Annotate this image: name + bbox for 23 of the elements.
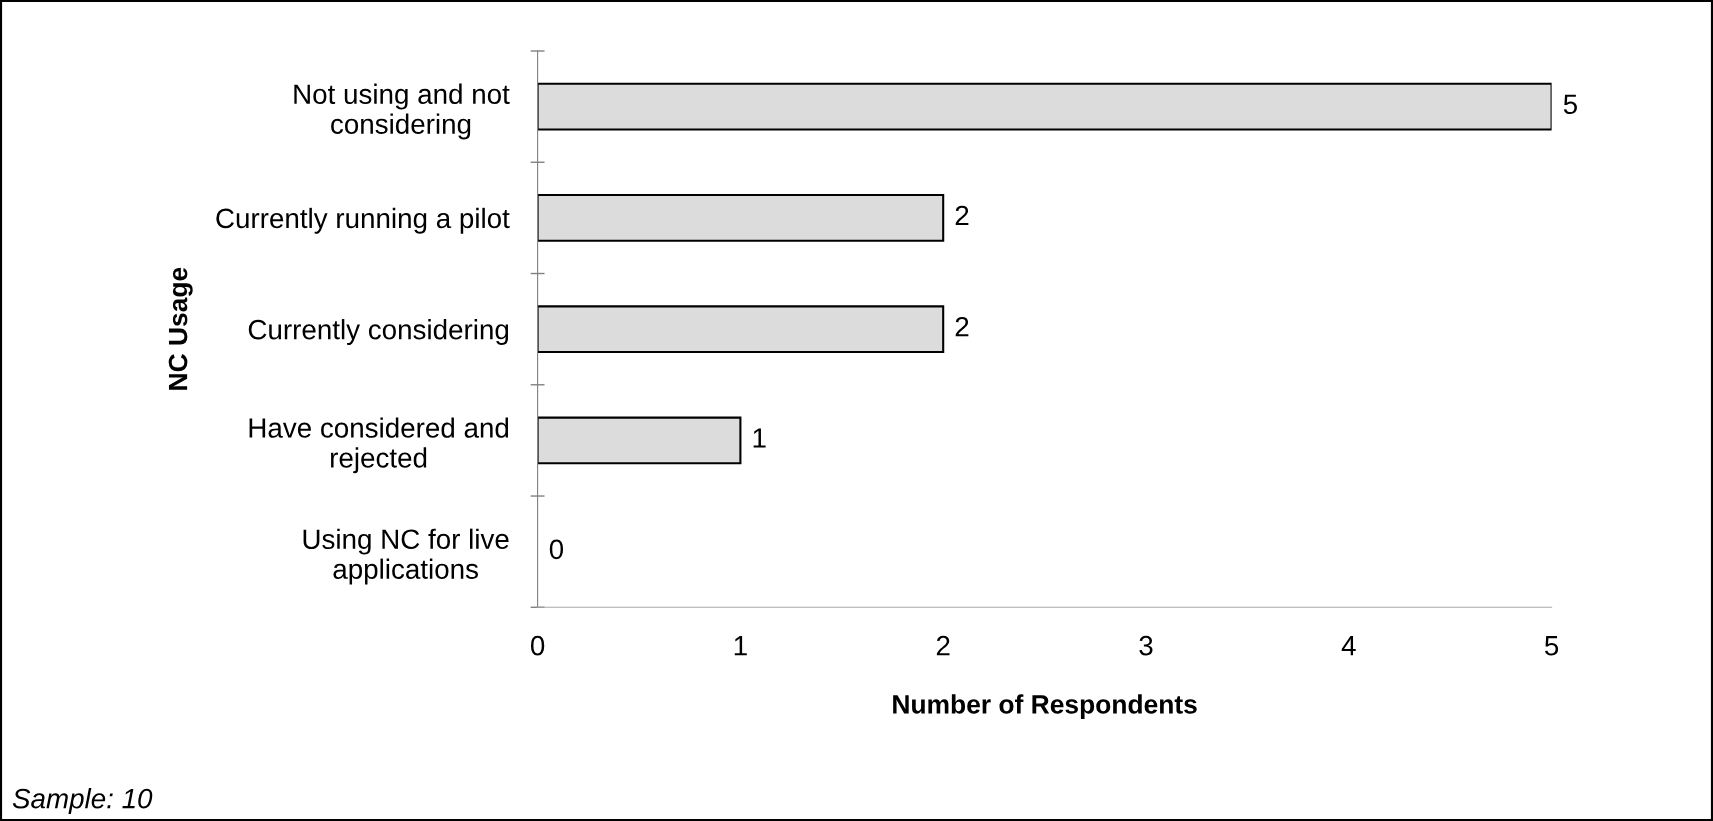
bar — [537, 194, 945, 242]
y-tick-label: Not using and not considering — [294, 83, 510, 140]
x-axis-title: Number of Respondents — [893, 694, 1197, 719]
y-tick-label: Using NC for live applications — [303, 528, 509, 585]
y-axis-title: NC Usage — [168, 267, 193, 390]
text: Sample: 10 — [12, 788, 153, 814]
y-tick-label: Have considered and rejected — [249, 417, 509, 474]
bar — [537, 305, 945, 353]
data-label: 2 — [955, 316, 969, 337]
data-label: 0 — [549, 539, 564, 560]
x-tick-label: 2 — [936, 635, 950, 656]
data-label: 2 — [955, 205, 969, 226]
x-tick-label: 4 — [1341, 636, 1356, 656]
x-tick-label: 3 — [1139, 635, 1153, 656]
x-tick-label: 5 — [1544, 636, 1559, 656]
bar — [537, 82, 1552, 131]
x-tick-label: 0 — [530, 635, 545, 656]
data-label: 1 — [753, 428, 766, 448]
y-tick-label: Currently considering — [248, 319, 509, 345]
y-tick-label: Currently running a pilot — [216, 207, 510, 234]
x-tick-label: 1 — [734, 636, 747, 656]
data-label: 5 — [1563, 94, 1577, 115]
bar — [537, 416, 742, 465]
